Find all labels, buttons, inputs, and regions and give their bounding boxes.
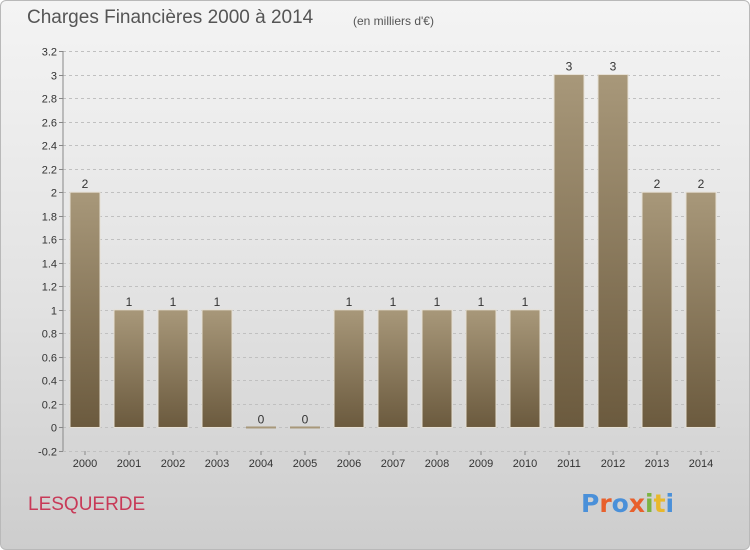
data-label: 3 (610, 60, 617, 74)
y-tick-label: 1 (51, 306, 57, 318)
chart-subtitle: (en milliers d'€) (353, 14, 434, 28)
data-label: 1 (170, 295, 177, 309)
y-tick-label: 0.2 (42, 400, 57, 412)
x-tick-label: 2008 (425, 458, 449, 470)
bar (290, 426, 320, 429)
y-tick-label: 0 (51, 423, 57, 435)
bar (246, 426, 276, 429)
bar (157, 309, 189, 428)
x-tick-label: 2012 (601, 458, 625, 470)
y-tick-label: 2.4 (42, 141, 57, 153)
x-tick-label: 2001 (117, 458, 141, 470)
y-tick-label: 1.6 (42, 235, 57, 247)
x-axis: 2000 2001 2002 2003 2004 2005 2006 2007 2008 2009… (73, 451, 713, 470)
logo-letter: o (611, 489, 629, 518)
bar (113, 309, 145, 428)
data-label: 1 (522, 295, 529, 309)
data-label: 2 (82, 177, 89, 191)
bars (69, 74, 717, 429)
data-label: 0 (302, 412, 309, 426)
y-tick-label: 2.2 (42, 165, 57, 177)
x-tick-label: 2014 (689, 458, 713, 470)
data-label: 0 (258, 412, 265, 426)
chart-title: Charges Financières 2000 à 2014 (27, 7, 314, 28)
logo-letter: r (599, 489, 612, 518)
bar (201, 309, 233, 428)
bar (465, 309, 497, 428)
logo-letter: i (645, 489, 654, 518)
x-tick-label: 2006 (337, 458, 361, 470)
logo-letter: i (665, 489, 675, 518)
data-label: 1 (390, 295, 397, 309)
bar (69, 191, 101, 428)
x-tick-label: 2005 (293, 458, 317, 470)
data-label: 1 (346, 295, 353, 309)
data-label: 1 (434, 295, 441, 309)
data-label: 1 (126, 295, 133, 309)
data-label: 1 (478, 295, 485, 309)
data-label: 1 (214, 295, 221, 309)
y-tick-label: 0.8 (42, 329, 57, 341)
bar (421, 309, 453, 428)
x-tick-label: 2013 (645, 458, 669, 470)
data-label: 2 (698, 177, 705, 191)
y-tick-label: 2.8 (42, 94, 57, 106)
bar (333, 309, 365, 428)
data-label: 3 (566, 60, 573, 74)
data-labels: 2 1 1 1 0 0 1 1 1 1 1 3 3 2 2 (82, 60, 705, 427)
data-label: 2 (654, 177, 661, 191)
x-tick-label: 2011 (557, 458, 581, 470)
y-tick-label: -0.2 (38, 447, 57, 459)
x-tick-label: 2009 (469, 458, 493, 470)
bar (509, 309, 541, 428)
bar (641, 191, 673, 428)
x-tick-label: 2000 (73, 458, 97, 470)
y-tick-label: 3.2 (42, 47, 57, 59)
logo-letter: P (581, 489, 600, 518)
logo-letter: x (628, 489, 645, 518)
y-tick-label: 1.2 (42, 282, 57, 294)
x-tick-label: 2003 (205, 458, 229, 470)
proxiti-logo[interactable]: Proxiti (581, 489, 674, 518)
y-tick-label: 2.6 (42, 118, 57, 130)
y-tick-label: 1.8 (42, 212, 57, 224)
y-tick-label: 3 (51, 71, 57, 83)
x-tick-label: 2010 (513, 458, 537, 470)
y-tick-label: 2 (51, 188, 57, 200)
y-axis: -0.2 0 0.2 0.4 0.6 0.8 1 1.2 1.4 1.6 1.8 2 2.2 2.4 2.6… (38, 47, 64, 459)
x-tick-label: 2007 (381, 458, 405, 470)
commune-name: LESQUERDE (28, 494, 146, 515)
bar (685, 191, 717, 428)
bar (377, 309, 409, 428)
y-tick-label: 0.4 (42, 376, 57, 388)
logo-letter: t (653, 489, 666, 518)
x-tick-label: 2004 (249, 458, 273, 470)
bar (597, 74, 629, 428)
y-tick-label: 0.6 (42, 353, 57, 365)
y-tick-label: 1.4 (42, 259, 57, 271)
x-tick-label: 2002 (161, 458, 185, 470)
bar (553, 74, 585, 428)
